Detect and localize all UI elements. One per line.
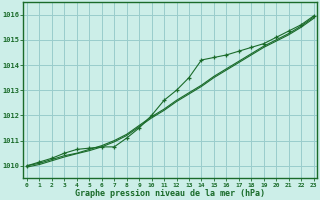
- X-axis label: Graphe pression niveau de la mer (hPa): Graphe pression niveau de la mer (hPa): [75, 189, 265, 198]
